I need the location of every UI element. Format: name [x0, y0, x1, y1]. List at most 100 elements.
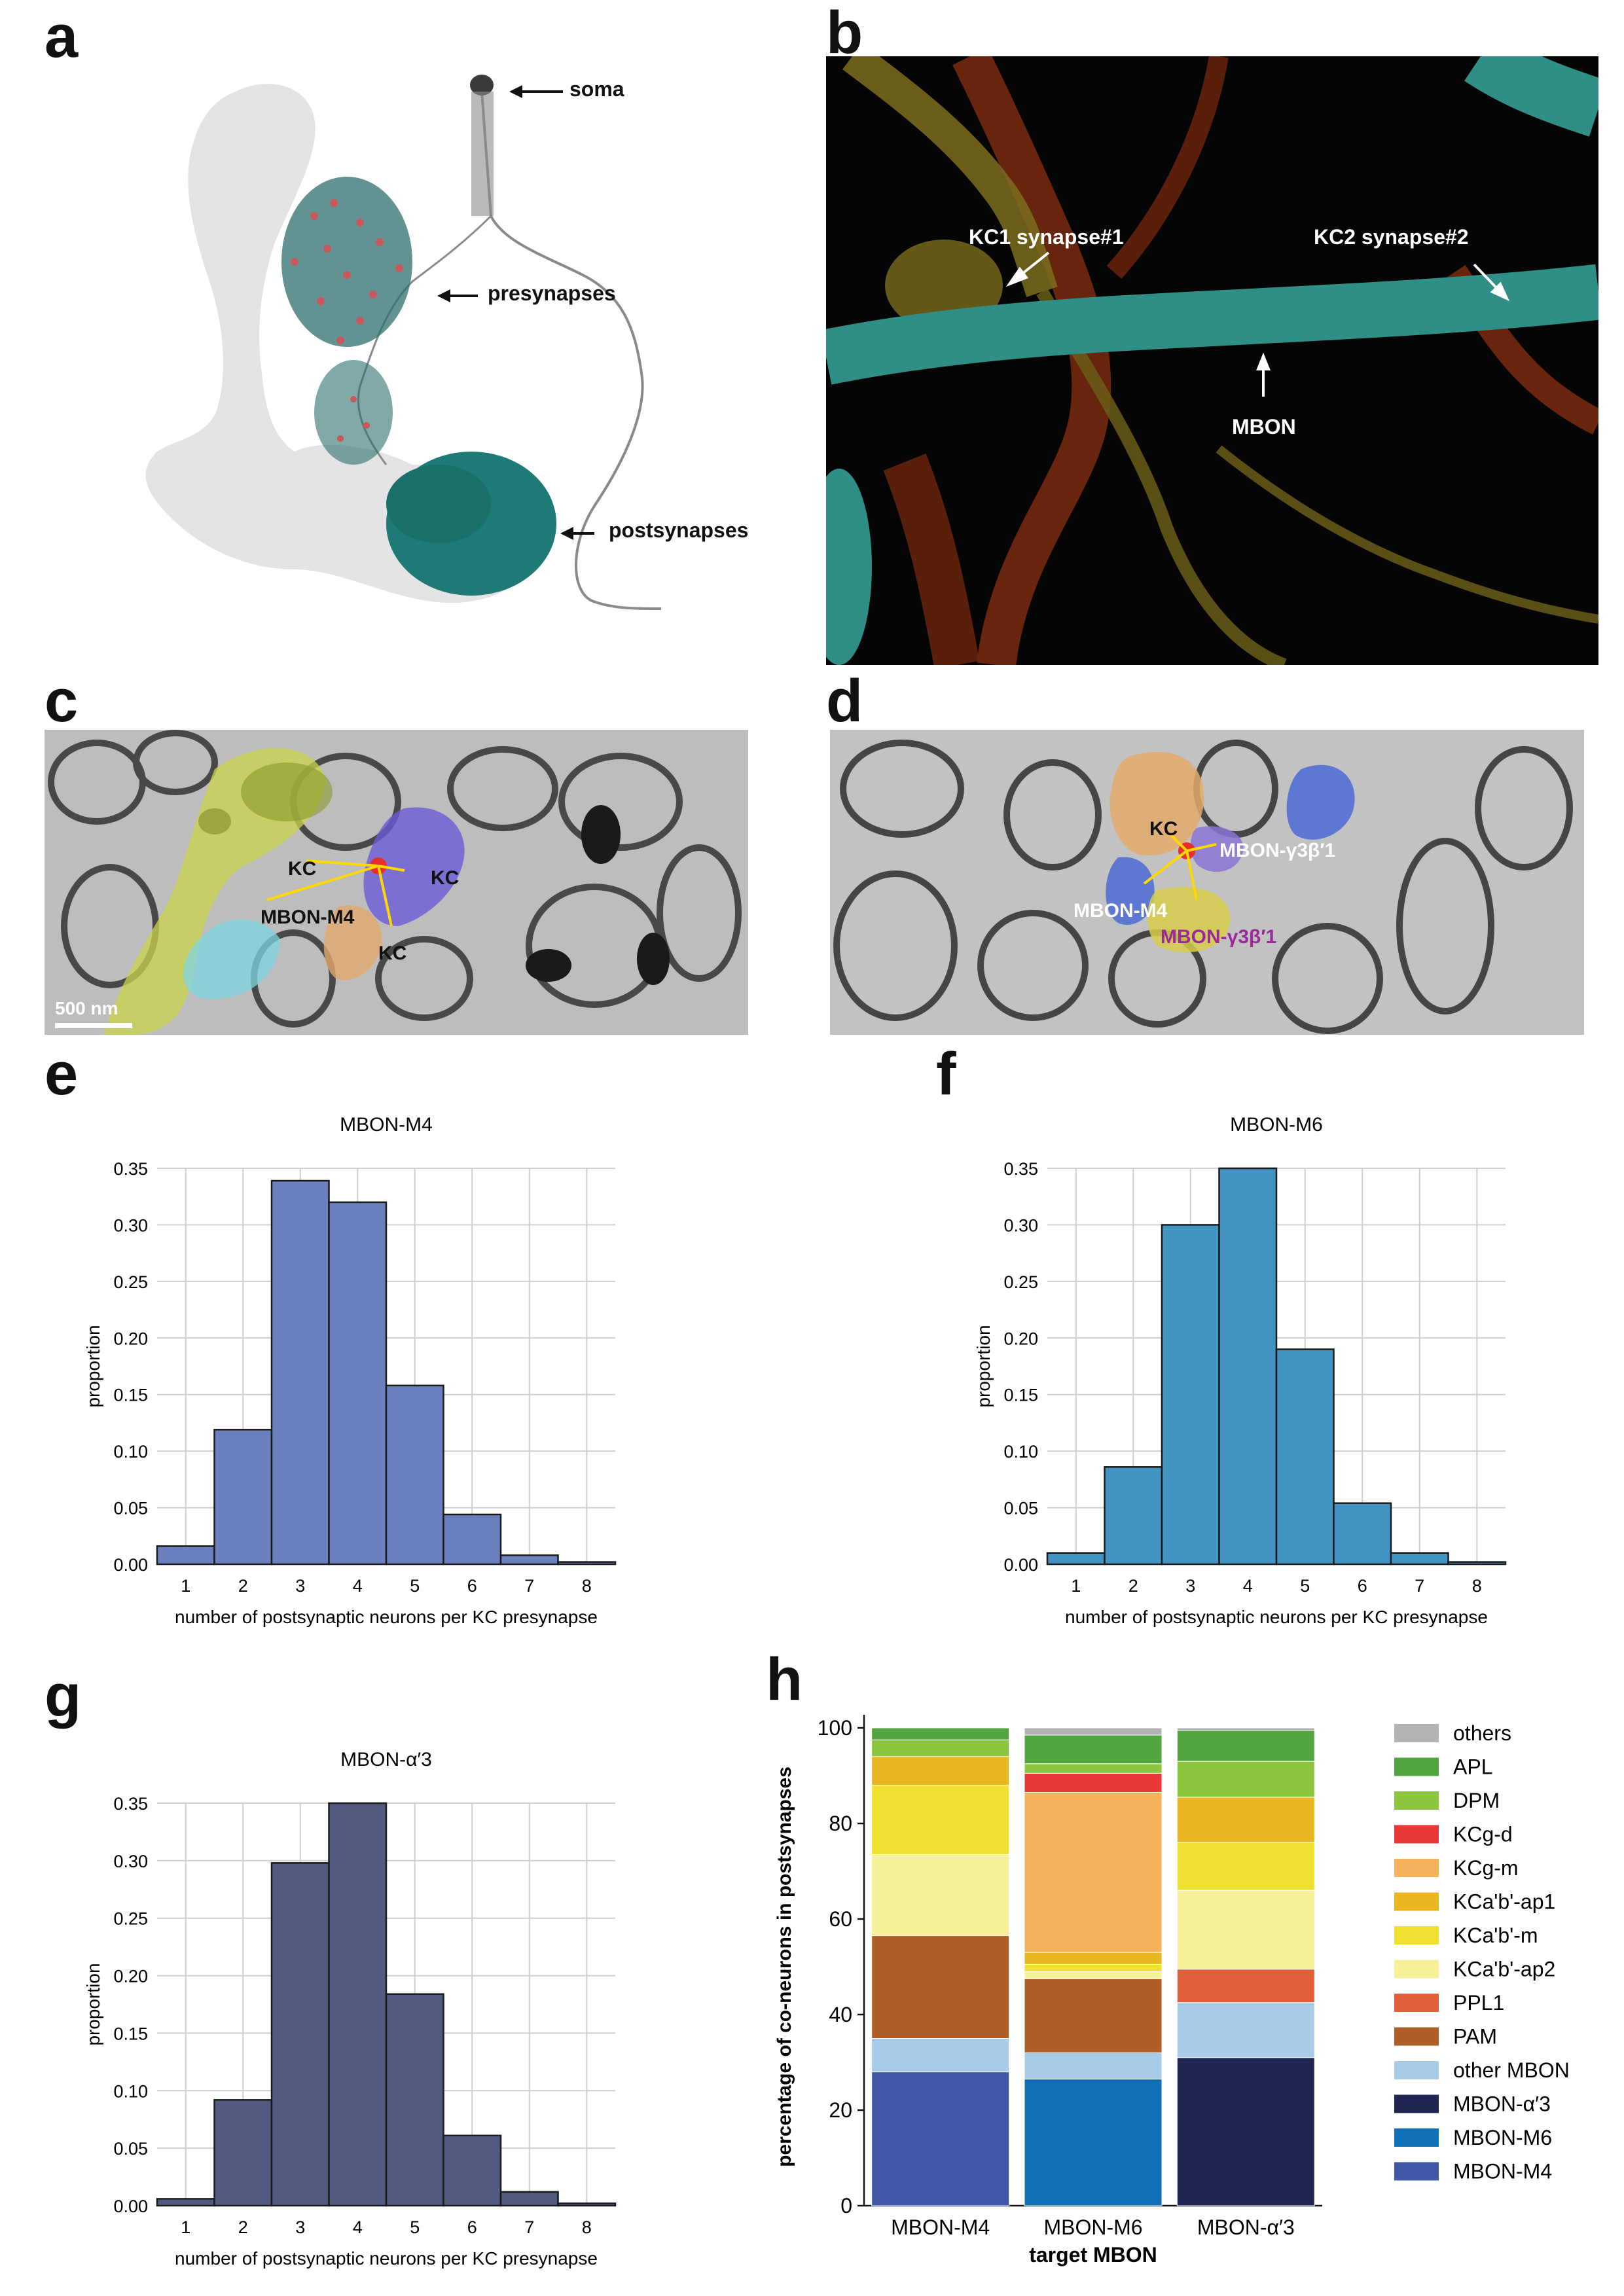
y-axis-label: proportion [83, 1963, 103, 2045]
stacked-bar-segment [871, 2072, 1010, 2206]
presynapse-cluster [281, 177, 412, 465]
x-axis-label: number of postsynaptic neurons per KC pr… [175, 1607, 598, 1627]
x-tick-label: 7 [524, 1576, 534, 1596]
y-tick-label: 0.20 [1003, 1329, 1038, 1348]
y-axis-label: proportion [973, 1325, 994, 1407]
stacked-bar-segment [1024, 1952, 1163, 1965]
histogram-bar [1046, 1552, 1106, 1566]
y-tick-label: 0.05 [113, 2139, 148, 2159]
histogram-bar [328, 1201, 388, 1566]
histogram-bar [1333, 1502, 1392, 1566]
histogram-bar [499, 1554, 559, 1566]
x-tick-label: 5 [1300, 1576, 1310, 1596]
y-tick-label: 60 [829, 1907, 852, 1931]
y-axis-label: percentage of co-neurons in postsynapses [774, 1767, 795, 2167]
stacked-bar-segment [1024, 2052, 1163, 2080]
y-tick-label: 0.15 [1003, 1386, 1038, 1405]
legend-label: KCg-m [1453, 1856, 1519, 1880]
histogram-bar [1447, 1561, 1507, 1566]
legend-label: MBON-α′3 [1453, 2092, 1551, 2116]
y-tick-label: 0.15 [113, 1386, 148, 1405]
x-tick-label: 4 [1243, 1576, 1253, 1596]
stacked-bar-segment [871, 1739, 1010, 1757]
x-axis-label: target MBON [1029, 2243, 1157, 2267]
y-axis-label: proportion [83, 1325, 103, 1407]
y-tick-label: 20 [829, 2098, 852, 2122]
x-tick-label: MBON-M4 [891, 2215, 990, 2239]
legend-swatch [1394, 1859, 1439, 1877]
histogram-bar [499, 2191, 559, 2207]
x-tick-label: 1 [181, 1576, 190, 1596]
x-tick-label: 5 [410, 1576, 420, 1596]
stacked-bar-segment [1176, 1890, 1315, 1970]
legend-swatch [1394, 2128, 1439, 2147]
panel-letter-b: b [826, 0, 863, 66]
label-soma: soma [569, 77, 624, 101]
legend-swatch [1394, 2162, 1439, 2181]
histogram-bar [1161, 1224, 1220, 1566]
stacked-bar-segment [1024, 1978, 1163, 2053]
x-tick-label: 6 [467, 1576, 477, 1596]
stacked-bar-segment [1176, 2002, 1315, 2058]
histogram-bar [328, 1802, 388, 2207]
scale-bar-label: 500 nm [55, 998, 118, 1018]
x-tick-label: 1 [1071, 1576, 1081, 1596]
legend-label: MBON-M4 [1453, 2160, 1552, 2183]
y-tick-label: 0.25 [113, 1272, 148, 1292]
stacked-bar-segment [1024, 1964, 1163, 1972]
label-d-mbon-gamma-2: MBON-γ3β′1 [1161, 926, 1277, 948]
histogram-bar [385, 1384, 444, 1566]
stacked-bar-segment [871, 1727, 1010, 1740]
chart-title: MBON-M4 [340, 1114, 433, 1136]
x-tick-label: 4 [353, 1576, 363, 1596]
x-axis-label: number of postsynaptic neurons per KC pr… [175, 2248, 598, 2269]
label-mbon: MBON [1232, 415, 1296, 439]
histogram-bar [270, 1862, 330, 2207]
legend-label: APL [1453, 1755, 1492, 1779]
stacked-bar-segment [1176, 1969, 1315, 2003]
histogram-bar [213, 1429, 273, 1566]
label-presynapses: presynapses [488, 281, 616, 305]
label-d-mbon-gamma-1: MBON-γ3β′1 [1219, 840, 1336, 861]
legend-label: KCg-d [1453, 1823, 1513, 1846]
x-tick-label: 3 [1185, 1576, 1195, 1596]
histogram-bar [1218, 1167, 1278, 1566]
histogram-bar [442, 1513, 502, 1566]
histogram-bar [1104, 1466, 1163, 1566]
legend-label: other MBON [1453, 2058, 1570, 2082]
stacked-bar-segment [1176, 1797, 1315, 1843]
legend-swatch [1394, 1926, 1439, 1945]
y-tick-label: 80 [829, 1812, 852, 1835]
histogram-bar [1275, 1348, 1335, 1566]
stacked-bar-segment [1024, 1971, 1163, 1979]
stacked-bar-segment [871, 1935, 1010, 2039]
stacked-bar-segment [871, 1756, 1010, 1786]
panel-c-shapes [45, 730, 748, 1035]
chart-g: MBON-α′3 0.00 0.05 0.10 0.15 0.20 0.25 0.30 0.35… [83, 1749, 617, 2269]
y-tick-label: 0.30 [113, 1215, 148, 1235]
chart-f: MBON-M6 0.00 0.05 0.10 0.15 0.20 0.25 0.30 0.35 1… [973, 1114, 1507, 1627]
label-c-kc-right: KC [431, 867, 460, 889]
legend-swatch [1394, 2027, 1439, 2046]
stacked-bar-segment [1024, 1727, 1163, 1736]
x-tick-label: 8 [582, 2217, 592, 2237]
label-c-kc-bottom: KC [378, 942, 407, 964]
panel-b-shapes [826, 56, 1598, 665]
histogram-bar [156, 1545, 215, 1566]
panel-d-em-image: KC MBON-γ3β′1 MBON-M4 MBON-γ3β′1 [830, 730, 1584, 1035]
histogram-bar [557, 2202, 617, 2207]
stacked-bar-segment [1024, 1772, 1163, 1793]
x-tick-label: 7 [1415, 1576, 1424, 1596]
x-tick-label: 6 [467, 2217, 477, 2237]
stacked-bar-segment [871, 1785, 1010, 1855]
legend-swatch [1394, 1757, 1439, 1776]
x-tick-label: MBON-M6 [1043, 2215, 1142, 2239]
soma-neurite-bundle [471, 92, 494, 216]
x-tick-label: 6 [1358, 1576, 1367, 1596]
legend-swatch [1394, 2094, 1439, 2113]
legend-swatch [1394, 1892, 1439, 1911]
y-tick-label: 0.05 [113, 1499, 148, 1518]
stacked-bar-segment [871, 1854, 1010, 1937]
label-c-kc-left: KC [288, 858, 317, 880]
x-tick-label: 7 [524, 2217, 534, 2237]
